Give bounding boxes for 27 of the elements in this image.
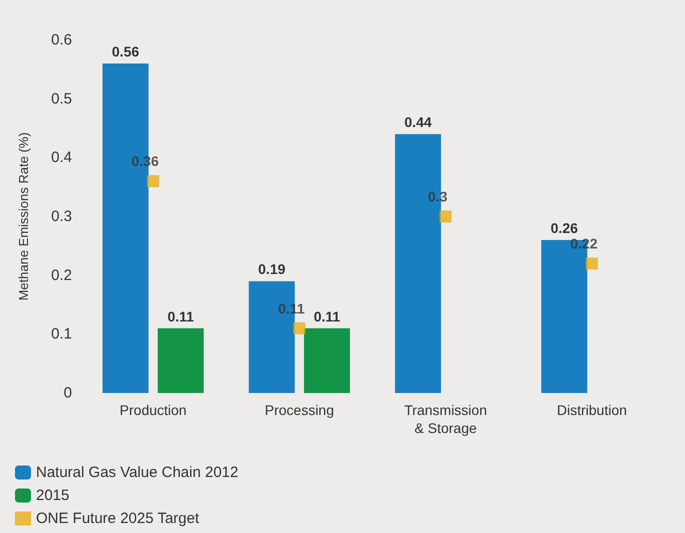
x-tick-label: Distribution xyxy=(556,402,627,418)
x-tick-label: Transmission & Storage xyxy=(404,402,487,436)
legend-label: Natural Gas Value Chain 2012 xyxy=(36,464,238,481)
x-tick-label: Production xyxy=(120,402,187,418)
point xyxy=(440,210,452,222)
legend-label: ONE Future 2025 Target xyxy=(36,510,200,527)
data-label: 0.11 xyxy=(167,308,194,324)
data-label: 0.19 xyxy=(258,261,286,278)
legend-label: 2015 xyxy=(36,487,70,504)
bar xyxy=(158,328,204,393)
y-tick-label: 0.3 xyxy=(51,208,72,225)
y-tick-label: 0 xyxy=(64,384,72,402)
data-label: 0.56 xyxy=(112,44,140,60)
data-label: 0.26 xyxy=(550,220,578,236)
y-tick-label: 0.2 xyxy=(51,266,72,284)
y-tick-label: 0.6 xyxy=(51,32,72,48)
y-tick-label: 0.5 xyxy=(51,90,72,108)
data-label: 0.44 xyxy=(404,114,432,130)
point xyxy=(147,175,160,188)
data-label: 0.11 xyxy=(314,308,340,324)
point xyxy=(586,258,598,270)
bar xyxy=(304,328,350,393)
y-tick-label: 0.1 xyxy=(51,326,72,343)
point xyxy=(293,322,306,334)
y-tick-label: 0.4 xyxy=(51,149,72,166)
x-tick-label: Processing xyxy=(264,402,334,418)
y-axis-title: Methane Emissions Rate (%) xyxy=(16,132,31,301)
